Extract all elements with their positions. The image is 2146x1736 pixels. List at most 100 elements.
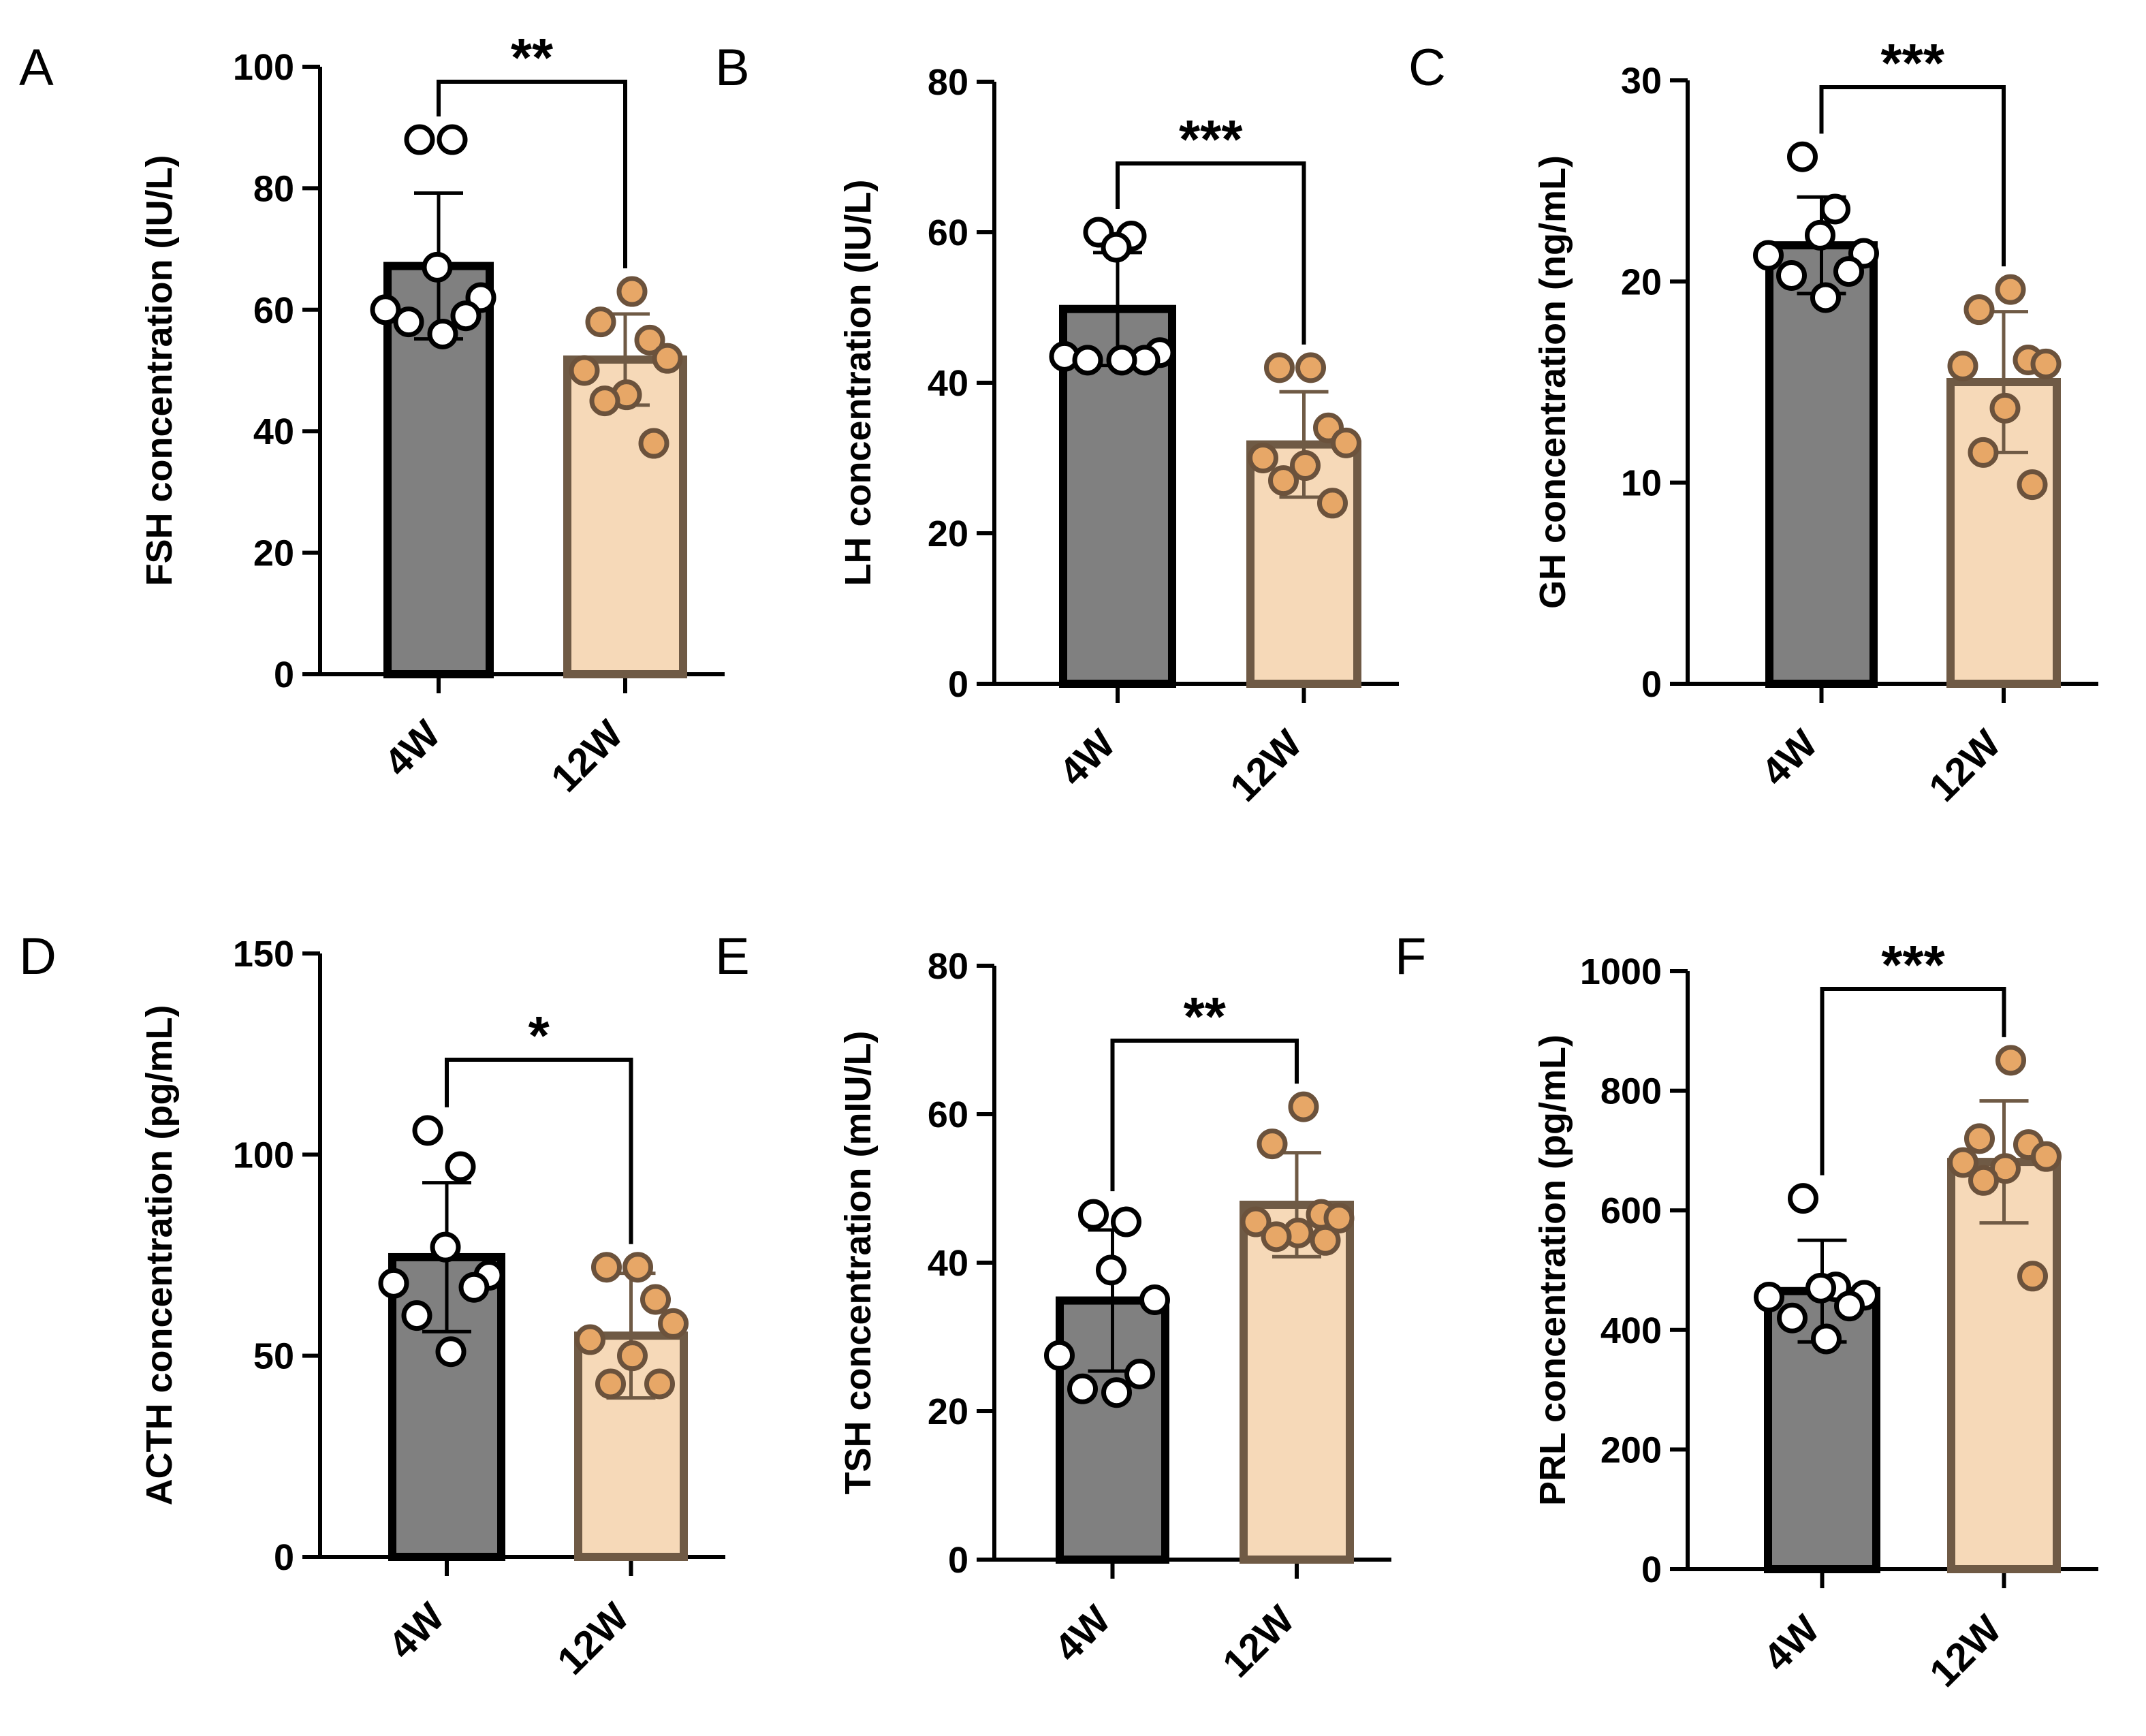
data-point xyxy=(1044,1340,1075,1371)
y-tick-label: 80 xyxy=(928,946,968,987)
bar-12w xyxy=(1240,1200,1354,1564)
data-point xyxy=(1805,1272,1836,1304)
data-point xyxy=(430,1231,461,1263)
data-point xyxy=(1310,1225,1341,1256)
data-point xyxy=(1264,352,1295,383)
data-point xyxy=(458,1272,490,1303)
data-point xyxy=(1787,141,1818,172)
data-point xyxy=(1834,1291,1865,1322)
data-point xyxy=(404,124,435,155)
data-point xyxy=(634,324,665,356)
data-point xyxy=(595,1368,626,1400)
data-point xyxy=(445,1151,476,1182)
significance-label: ** xyxy=(511,27,554,88)
data-point xyxy=(1968,437,1999,468)
bar-12w xyxy=(563,355,687,678)
data-point xyxy=(378,1267,409,1299)
data-point xyxy=(1106,345,1137,376)
y-tick-label: 80 xyxy=(253,168,294,209)
x-tick-label: 4W xyxy=(1051,721,1124,795)
y-tick-label: 50 xyxy=(253,1336,294,1377)
data-point xyxy=(1777,1302,1808,1333)
y-tick-label: 0 xyxy=(1641,1549,1662,1590)
data-point xyxy=(1124,1359,1155,1389)
y-tick-label: 100 xyxy=(233,1135,294,1175)
data-point xyxy=(401,1300,432,1331)
data-point xyxy=(1964,1123,1995,1154)
data-point xyxy=(412,1115,443,1146)
data-point xyxy=(1754,1282,1784,1313)
data-point xyxy=(427,318,458,349)
significance-label: *** xyxy=(1881,33,1945,93)
data-point xyxy=(1788,1183,1818,1214)
y-axis-title: ACTH concentration (pg/mL) xyxy=(139,1005,180,1506)
data-point xyxy=(2031,1141,2062,1172)
data-point xyxy=(435,1336,467,1368)
data-point xyxy=(1776,259,1807,291)
panel-letter: A xyxy=(19,39,54,97)
data-point xyxy=(640,1284,671,1315)
data-point xyxy=(658,1308,689,1339)
x-tick-label: 4W xyxy=(1046,1597,1120,1671)
y-axis-title: GH concentration (ng/mL) xyxy=(1532,155,1573,609)
x-tick-label: 4W xyxy=(376,712,449,785)
data-point xyxy=(393,306,424,338)
y-tick-label: 150 xyxy=(233,934,294,975)
data-point xyxy=(644,1368,675,1400)
data-point xyxy=(422,251,453,283)
data-point xyxy=(1805,219,1835,251)
data-point xyxy=(1811,1323,1842,1355)
data-point xyxy=(2017,469,2048,501)
x-tick-label: 4W xyxy=(1753,721,1827,795)
data-point xyxy=(622,1252,653,1283)
data-point xyxy=(1833,256,1864,287)
data-point xyxy=(1995,1045,2026,1076)
significance-bracket xyxy=(1110,1039,1299,1192)
significance-bracket xyxy=(437,80,627,269)
y-tick-label: 400 xyxy=(1600,1310,1662,1351)
data-point xyxy=(1295,352,1326,383)
y-axis-title: FSH concentration (IU/L) xyxy=(139,155,180,586)
data-point xyxy=(1753,240,1784,271)
data-point xyxy=(1101,1377,1132,1408)
significance-bracket xyxy=(1116,161,1306,345)
y-tick-label: 600 xyxy=(1600,1190,1662,1231)
data-point xyxy=(638,428,669,459)
y-tick-label: 100 xyxy=(233,47,294,88)
panel-a: A 0 20 40 60 80 100 FSH concentration (IU/L) 4W 1… xyxy=(19,27,725,801)
data-point xyxy=(1331,427,1361,458)
data-point xyxy=(589,385,620,417)
significance-label: *** xyxy=(1179,109,1243,170)
data-point xyxy=(370,294,401,326)
x-tick-label: 4W xyxy=(380,1594,454,1668)
data-point xyxy=(437,124,468,155)
data-point xyxy=(1268,465,1299,496)
y-tick-label: 0 xyxy=(1641,664,1662,705)
panel-letter: E xyxy=(715,928,750,985)
data-point xyxy=(450,300,482,332)
data-point xyxy=(1948,1147,1978,1178)
x-tick-label: 12W xyxy=(1214,1597,1303,1686)
y-tick-label: 60 xyxy=(928,212,968,253)
data-point xyxy=(1290,450,1321,482)
data-point xyxy=(1261,1221,1292,1252)
data-point xyxy=(1963,294,1995,326)
panel-letter: C xyxy=(1408,39,1446,97)
data-point xyxy=(1067,1373,1098,1404)
x-tick-label: 12W xyxy=(549,1594,637,1683)
significance-label: ** xyxy=(1184,986,1227,1047)
y-tick-label: 40 xyxy=(253,411,294,452)
data-point xyxy=(1995,274,2026,305)
panel-d: D 0 50 100 150 ACTH concentration (pg/mL) 4W 12… xyxy=(19,928,725,1684)
data-point xyxy=(1111,1206,1141,1237)
data-point xyxy=(1139,1284,1170,1315)
data-point xyxy=(1820,193,1850,225)
panel-c: C 0 10 20 30 GH concentration (ng/mL) 4W 12W *** xyxy=(1408,33,2098,810)
significance-label: *** xyxy=(1881,934,1945,995)
y-tick-label: 20 xyxy=(928,1391,968,1432)
y-tick-label: 30 xyxy=(1621,61,1662,101)
y-tick-label: 800 xyxy=(1600,1071,1662,1112)
data-point xyxy=(1240,1206,1272,1237)
significance-label: * xyxy=(528,1005,550,1066)
